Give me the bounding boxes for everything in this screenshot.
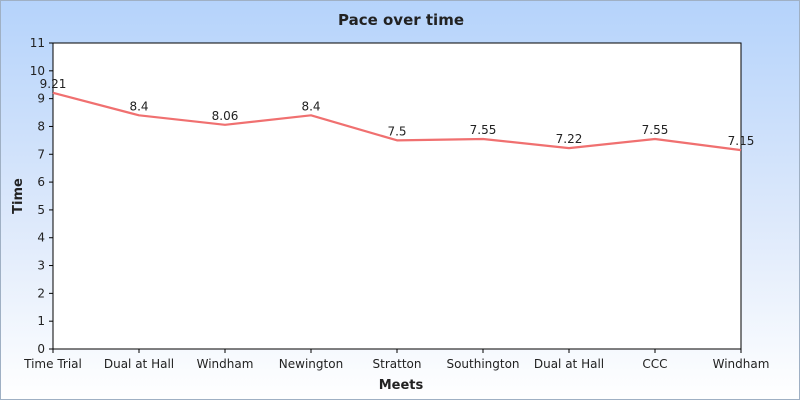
data-label: 8.4 xyxy=(129,99,148,113)
data-label: 7.22 xyxy=(556,132,583,146)
x-tick-label: Dual at Hall xyxy=(104,357,174,371)
y-tick-label: 3 xyxy=(37,259,45,273)
y-tick-label: 9 xyxy=(37,92,45,106)
y-tick-label: 1 xyxy=(37,314,45,328)
x-tick-label: Southington xyxy=(446,357,519,371)
x-tick-label: Windham xyxy=(197,357,254,371)
data-label: 7.55 xyxy=(642,123,669,137)
plot-area xyxy=(52,42,742,350)
data-label: 7.15 xyxy=(728,134,755,148)
y-tick-label: 4 xyxy=(37,231,45,245)
y-tick-label: 0 xyxy=(37,342,45,356)
y-tick-label: 10 xyxy=(30,64,45,78)
data-label: 8.06 xyxy=(212,109,239,123)
x-tick-label: Time Trial xyxy=(23,357,82,371)
y-tick-label: 2 xyxy=(37,286,45,300)
x-tick-label: Stratton xyxy=(373,357,422,371)
series-line xyxy=(52,91,742,152)
y-axis-label: Time xyxy=(11,178,26,214)
y-tick-label: 5 xyxy=(37,203,45,217)
y-tick-label: 11 xyxy=(30,36,45,50)
chart-title: Pace over time xyxy=(338,11,464,29)
x-axis-label: Meets xyxy=(379,378,424,393)
series-layer: 9.21 8.4 8.06 8.4 7.5 7.55 7.22 7.55 7.15 xyxy=(40,77,755,152)
x-axis: Time Trial Dual at Hall Windham Newington St… xyxy=(23,349,769,371)
y-tick-label: 6 xyxy=(37,175,45,189)
data-label: 8.4 xyxy=(301,99,320,113)
y-tick-label: 8 xyxy=(37,119,45,133)
x-tick-label: Newington xyxy=(279,357,343,371)
x-tick-label: Windham xyxy=(713,357,770,371)
data-label: 9.21 xyxy=(40,77,67,91)
x-tick-label: CCC xyxy=(642,357,667,371)
y-tick-label: 7 xyxy=(37,147,45,161)
x-tick-label: Dual at Hall xyxy=(534,357,604,371)
data-label: 7.55 xyxy=(470,123,497,137)
data-label: 7.5 xyxy=(387,124,406,138)
y-axis: 0 1 2 3 4 5 6 7 8 9 10 11 xyxy=(30,36,53,356)
